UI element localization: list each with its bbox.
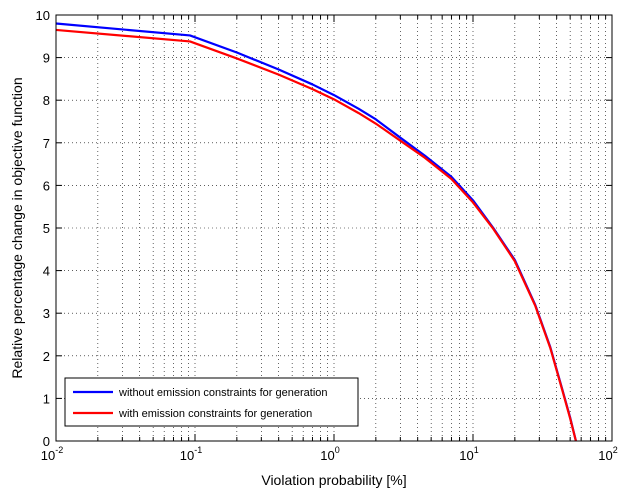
y-tick-label: 5 <box>43 221 50 236</box>
y-tick-label: 0 <box>43 434 50 449</box>
y-axis-label: Relative percentage change in objective … <box>9 77 25 378</box>
series-layer <box>55 22 577 442</box>
y-tick-label: 7 <box>43 136 50 151</box>
x-tick-label: 100 <box>320 445 339 463</box>
legend-box <box>64 377 359 427</box>
axis-ticks <box>55 14 613 442</box>
y-tick-label: 6 <box>43 178 50 193</box>
legend-label-1: without emission constraints for generat… <box>118 387 328 399</box>
y-tick-label: 1 <box>43 391 50 406</box>
x-axis-label: Violation probability [%] <box>261 472 406 488</box>
series-line-2 <box>55 28 577 442</box>
grid-lines <box>56 15 612 441</box>
y-tick-label: 4 <box>43 264 50 279</box>
y-tick-label: 9 <box>43 51 50 66</box>
y-tick-labels: 0 1 2 3 4 5 6 7 8 9 10 <box>36 8 50 449</box>
y-tick-label: 3 <box>43 306 50 321</box>
x-tick-label: 10-2 <box>41 445 63 463</box>
x-tick-label: 102 <box>598 445 617 463</box>
x-tick-labels: 10-2 10-1 100 101 102 <box>41 445 618 463</box>
y-tick-label: 8 <box>43 93 50 108</box>
y-tick-label: 10 <box>36 8 50 23</box>
legend: without emission constraints for generat… <box>64 377 359 427</box>
y-tick-label: 2 <box>43 349 50 364</box>
x-tick-label: 101 <box>459 445 478 463</box>
x-tick-label: 10-1 <box>180 445 202 463</box>
legend-label-2: with emission constraints for generation <box>118 408 312 420</box>
